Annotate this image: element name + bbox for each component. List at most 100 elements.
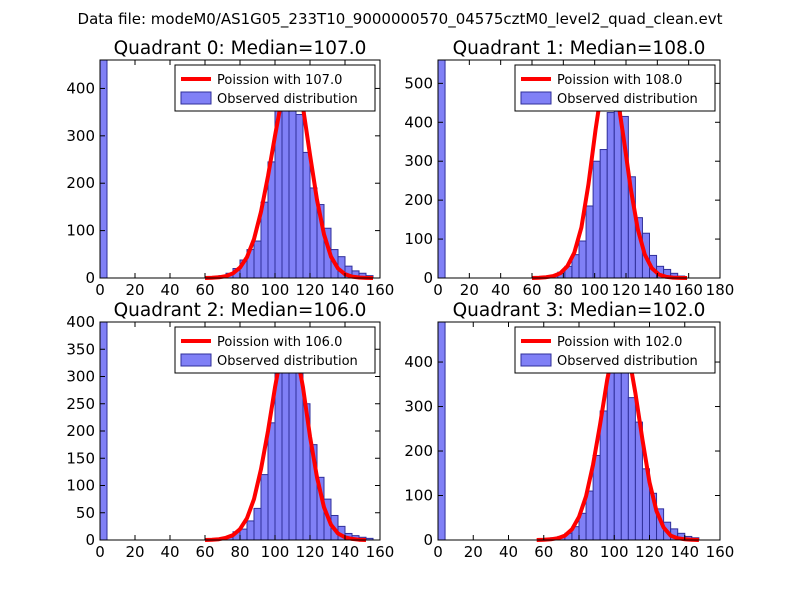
legend-bar-label: Observed distribution xyxy=(557,92,698,107)
y-tick-label: 100 xyxy=(404,230,433,248)
x-tick-label: 120 xyxy=(296,281,325,299)
x-tick-label: 20 xyxy=(125,543,144,561)
y-tick-label: 0 xyxy=(85,531,95,549)
x-tick-label: 160 xyxy=(706,543,735,561)
figure-suptitle: Data file: modeM0/AS1G05_233T10_90000005… xyxy=(78,10,723,29)
histogram-bar xyxy=(253,507,262,541)
histogram-bar xyxy=(246,520,255,541)
x-tick-label: 140 xyxy=(331,543,360,561)
x-tick-label: 160 xyxy=(366,281,395,299)
histogram-bar xyxy=(267,422,276,541)
legend-line-label: Poission with 102.0 xyxy=(557,335,682,350)
legend-line-label: Poission with 108.0 xyxy=(557,73,682,88)
histogram-bar xyxy=(260,474,269,541)
y-tick-label: 400 xyxy=(404,353,433,371)
x-tick-label: 0 xyxy=(95,543,105,561)
x-tick-label: 140 xyxy=(331,281,360,299)
axes-frame xyxy=(437,59,721,279)
panel-title: Quadrant 1: Median=108.0 xyxy=(453,38,706,59)
y-tick-label: 300 xyxy=(404,152,433,170)
x-tick-label: 180 xyxy=(706,281,735,299)
y-tick-label: 200 xyxy=(66,422,95,440)
legend-line-label: Poission with 106.0 xyxy=(217,335,342,350)
y-tick-label: 0 xyxy=(423,531,433,549)
x-tick-label: 60 xyxy=(522,281,541,299)
x-tick-label: 80 xyxy=(230,543,249,561)
histogram-bar xyxy=(99,59,108,279)
histogram-bar xyxy=(599,410,608,541)
quadrant-1-panel: 0 20 40 60 80 100 120 140 160 1800100200300400500… xyxy=(404,38,734,299)
panel-title: Quadrant 2: Median=106.0 xyxy=(114,300,367,321)
x-tick-label: 100 xyxy=(600,543,629,561)
x-tick-label: 160 xyxy=(674,281,703,299)
histogram-bar xyxy=(253,240,262,279)
histogram-bar xyxy=(606,363,615,541)
y-tick-label: 300 xyxy=(66,127,95,145)
panel-title: Quadrant 0: Median=107.0 xyxy=(114,38,367,59)
y-tick-label: 350 xyxy=(66,340,95,358)
histogram-bar xyxy=(437,59,446,279)
x-tick-label: 60 xyxy=(195,281,214,299)
legend-bar-swatch xyxy=(180,353,212,367)
y-tick-label: 100 xyxy=(66,222,95,240)
y-tick-label: 50 xyxy=(76,504,95,522)
histogram-bar xyxy=(578,240,587,279)
histogram-bar xyxy=(302,151,311,279)
x-tick-label: 120 xyxy=(612,281,641,299)
x-tick-label: 80 xyxy=(554,281,573,299)
x-tick-label: 20 xyxy=(460,281,479,299)
x-tick-label: 60 xyxy=(534,543,553,561)
x-tick-label: 0 xyxy=(95,281,105,299)
quadrant-2-panel: 0 20 40 60 80 100 120 140 160 0 50 100 150 200 250 300 3… xyxy=(66,300,394,561)
y-tick-label: 400 xyxy=(66,313,95,331)
histogram-bar xyxy=(606,112,615,279)
y-tick-label: 400 xyxy=(404,113,433,131)
legend: Poission with 108.0 Observed distribution xyxy=(514,64,716,112)
x-tick-label: 0 xyxy=(433,543,443,561)
legend-bar-swatch xyxy=(520,353,552,367)
legend: Poission with 106.0 Observed distribution xyxy=(174,326,376,374)
legend-bar-label: Observed distribution xyxy=(557,354,698,369)
x-tick-label: 140 xyxy=(670,543,699,561)
legend-bar-label: Observed distribution xyxy=(217,354,358,369)
x-tick-label: 40 xyxy=(160,543,179,561)
y-tick-label: 200 xyxy=(66,174,95,192)
x-tick-label: 40 xyxy=(491,281,510,299)
y-tick-label: 0 xyxy=(85,269,95,287)
histogram-bar xyxy=(620,352,629,541)
x-tick-label: 140 xyxy=(643,281,672,299)
y-tick-label: 250 xyxy=(66,395,95,413)
legend-bar-label: Observed distribution xyxy=(217,92,358,107)
y-tick-label: 200 xyxy=(404,191,433,209)
x-tick-label: 100 xyxy=(580,281,609,299)
y-tick-label: 500 xyxy=(404,74,433,92)
histogram-bar xyxy=(281,90,290,279)
legend-line-label: Poission with 107.0 xyxy=(217,73,342,88)
x-tick-label: 120 xyxy=(296,543,325,561)
quadrant-3-panel: 0 20 40 60 80 100 120 140 160 0 100 200 300 400 Quadra… xyxy=(404,300,734,561)
legend-box xyxy=(514,326,716,374)
histogram-bar xyxy=(288,351,297,541)
x-tick-label: 40 xyxy=(499,543,518,561)
x-tick-label: 100 xyxy=(261,543,290,561)
histogram-bar xyxy=(592,160,601,279)
y-tick-label: 200 xyxy=(404,442,433,460)
x-tick-label: 60 xyxy=(195,543,214,561)
histogram-bar xyxy=(295,114,304,279)
x-tick-label: 120 xyxy=(635,543,664,561)
x-tick-label: 80 xyxy=(569,543,588,561)
legend: Poission with 102.0 Observed distribution xyxy=(514,326,716,374)
legend-bar-swatch xyxy=(520,91,552,105)
histogram-bar xyxy=(437,321,446,541)
x-tick-label: 40 xyxy=(160,281,179,299)
panel-title: Quadrant 3: Median=102.0 xyxy=(453,300,706,321)
x-tick-label: 20 xyxy=(464,543,483,561)
y-tick-label: 0 xyxy=(423,269,433,287)
legend: Poission with 107.0 Observed distribution xyxy=(174,64,376,112)
x-tick-label: 20 xyxy=(125,281,144,299)
y-tick-label: 150 xyxy=(66,449,95,467)
y-tick-label: 300 xyxy=(404,398,433,416)
y-tick-label: 100 xyxy=(66,477,95,495)
x-tick-label: 80 xyxy=(230,281,249,299)
